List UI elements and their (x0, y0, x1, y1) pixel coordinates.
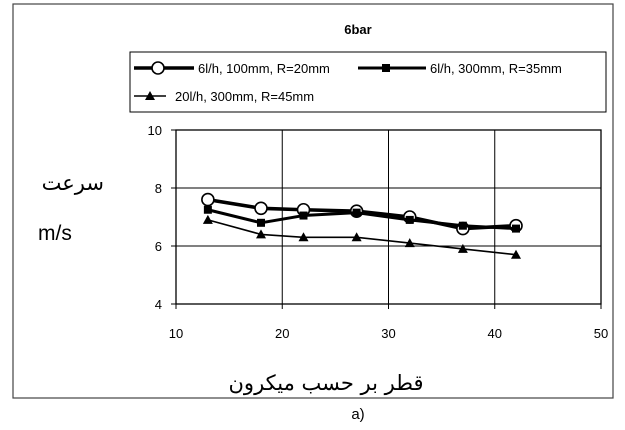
y-tick-label: 8 (155, 181, 162, 196)
legend-entry: 6l/h, 100mm, R=20mm (134, 61, 330, 76)
y-axis-unit: m/s (38, 222, 72, 245)
data-point (352, 208, 361, 217)
y-axis: 4 6 8 10 (148, 123, 176, 312)
legend-marker (382, 64, 390, 72)
data-point (256, 229, 266, 239)
data-point (298, 232, 309, 242)
x-tick-label: 50 (594, 326, 608, 341)
legend-entry: 6l/h, 300mm, R=35mm (358, 61, 562, 76)
y-axis-label: سرعت (42, 171, 104, 195)
legend-box (129, 51, 607, 113)
legend-label: 6l/h, 100mm, R=20mm (198, 61, 330, 76)
data-point (299, 211, 308, 220)
legend-marker (151, 61, 165, 75)
x-axis: 10 20 30 40 50 (169, 304, 608, 341)
legend-label: 6l/h, 300mm, R=35mm (430, 61, 562, 76)
y-tick-label: 6 (155, 239, 162, 254)
legend-marker (145, 91, 155, 100)
legend-label: 20l/h, 300mm, R=45mm (175, 89, 314, 104)
data-point (201, 192, 215, 207)
data-point (457, 243, 468, 253)
data-point (405, 215, 414, 224)
legend: 6l/h, 100mm, R=20mm 6l/h, 300mm, R=35mm 20… (129, 51, 607, 113)
x-tick-label: 30 (381, 326, 395, 341)
data-point (511, 249, 521, 259)
data-point (512, 224, 520, 233)
x-tick-label: 40 (488, 326, 502, 341)
series-2 (203, 205, 520, 233)
figure-caption: a) (351, 406, 364, 423)
x-tick-label: 10 (169, 326, 183, 341)
x-axis-label: قطر بر حسب میکرون (229, 371, 424, 396)
series-3 (202, 214, 521, 259)
data-point (203, 205, 212, 214)
legend-entry: 20l/h, 300mm, R=45mm (134, 89, 314, 104)
data-point (202, 214, 213, 224)
y-tick-label: 4 (155, 297, 162, 312)
data-point (458, 221, 467, 230)
data-point (257, 218, 265, 227)
y-tick-label: 10 (148, 123, 162, 138)
data-point (254, 201, 268, 216)
x-tick-label: 20 (275, 326, 289, 341)
data-point (351, 232, 362, 242)
chart-title: 6bar (344, 22, 371, 37)
series-layer (201, 192, 523, 259)
data-point (404, 238, 415, 248)
